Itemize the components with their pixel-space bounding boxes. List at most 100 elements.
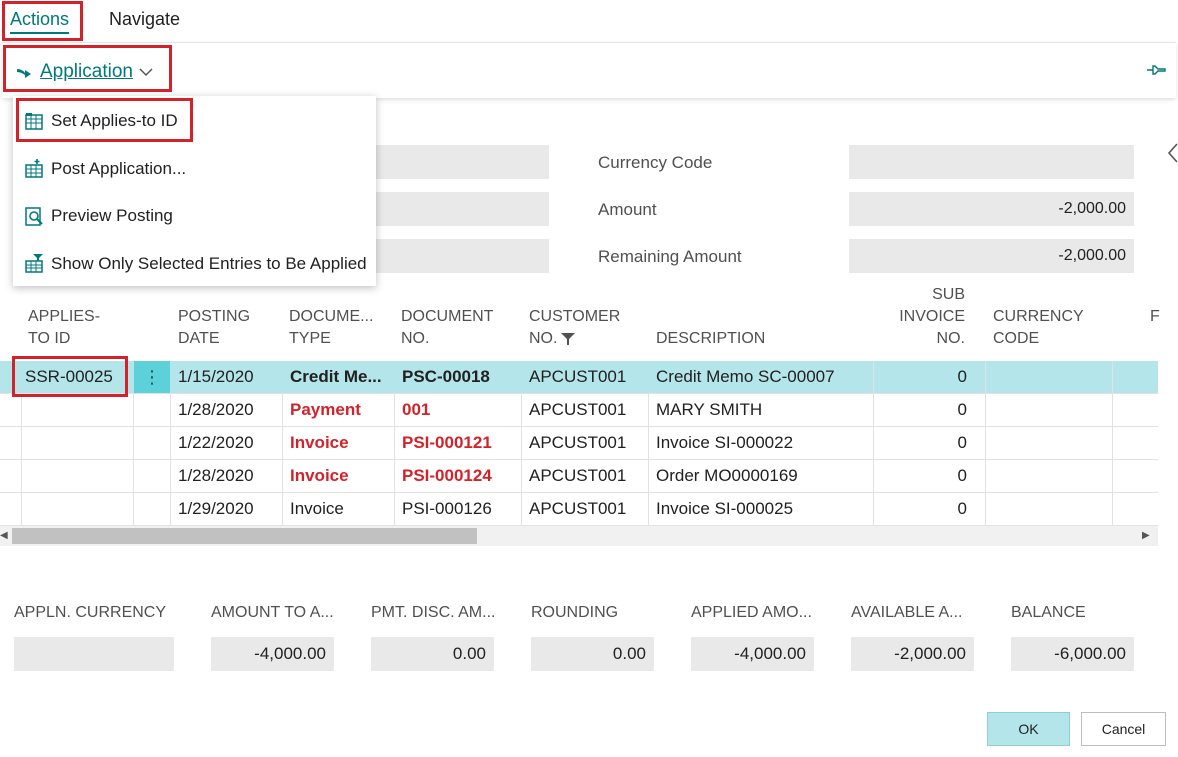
grid-line [521, 427, 522, 459]
grid-icon [25, 113, 43, 130]
grid-line [21, 427, 22, 459]
col-header-document-no[interactable]: DOCUMENT NO. [401, 306, 493, 350]
grid-line [985, 460, 986, 492]
cell-posting-date: 1/22/2020 [178, 433, 254, 452]
available-amount-field: -2,000.00 [851, 637, 974, 671]
menu-item-label: Show Only Selected Entries to Be Applied [51, 254, 367, 273]
table-row[interactable]: 1/28/2020 Payment 001 APCUST001 MARY SMI… [0, 394, 1158, 427]
more-vertical-icon[interactable]: ⋮ [134, 361, 170, 393]
col-header-next[interactable]: F [1150, 308, 1160, 325]
tab-active-underline [10, 32, 70, 34]
cell-description: Order MO0000169 [656, 466, 798, 485]
applied-amount-field: -4,000.00 [691, 637, 814, 671]
col-header-currency-code[interactable]: CURRENCY CODE [993, 306, 1084, 350]
grid-line [648, 394, 649, 426]
grid-line [282, 394, 283, 426]
pin-icon[interactable] [1146, 63, 1166, 77]
grid-line [133, 394, 134, 426]
cell-applies-to-id[interactable]: SSR-00025 [25, 367, 113, 386]
menu-item-preview-posting[interactable]: Preview Posting [23, 203, 173, 229]
grid-line [133, 493, 134, 525]
tab-actions[interactable]: Actions [10, 8, 70, 34]
table-row[interactable]: SSR-00025 ⋮ 1/15/2020 Credit Me... PSC-0… [0, 361, 1158, 394]
grid-line [282, 493, 283, 525]
filter-icon [561, 333, 576, 345]
menu-item-label: Post Application... [51, 159, 187, 178]
col-header-description[interactable]: DESCRIPTION [656, 328, 765, 350]
col-header-customer-no[interactable]: CUSTOMER NO. [529, 306, 620, 350]
cell-document-no[interactable]: PSI-000124 [402, 466, 492, 485]
remaining-amount-label: Remaining Amount [598, 247, 742, 266]
chevron-down-icon [139, 68, 153, 77]
table-row[interactable]: 1/29/2020 Invoice PSI-000126 APCUST001 I… [0, 493, 1158, 526]
amount-to-apply-field: -4,000.00 [211, 637, 334, 671]
rounding-label: ROUNDING [531, 604, 619, 621]
header-line: DOCUMENT [401, 308, 494, 325]
grid-line [873, 361, 874, 393]
appln-currency-label: APPLN. CURRENCY [14, 604, 167, 621]
cell-document-no[interactable]: 001 [402, 400, 431, 419]
cell-customer-no: APCUST001 [529, 367, 627, 386]
cell-document-no[interactable]: PSI-000126 [402, 499, 492, 518]
cell-description: Invoice SI-000022 [656, 433, 794, 452]
cell-sub-invoice-no: 0 [957, 466, 967, 485]
grid-line [985, 493, 986, 525]
cell-customer-no: APCUST001 [529, 466, 627, 485]
cell-sub-invoice-no: 0 [957, 367, 967, 386]
cell-document-type: Credit Me... [290, 367, 382, 386]
grid-line [1112, 427, 1113, 459]
scroll-right-icon[interactable]: ▶ [1142, 530, 1150, 541]
ok-button[interactable]: OK [987, 712, 1070, 746]
cell-posting-date: 1/29/2020 [178, 499, 254, 518]
remaining-amount-field: -2,000.00 [849, 239, 1134, 273]
left-field-1 [370, 145, 549, 179]
cell-document-no[interactable]: PSC-00018 [402, 367, 490, 386]
scroll-left-icon[interactable]: ◀ [0, 530, 8, 541]
header-line: NO. [936, 330, 965, 347]
table-row[interactable]: 1/22/2020 Invoice PSI-000121 APCUST001 I… [0, 427, 1158, 460]
menu-item-set-applies-to-id[interactable]: Set Applies-to ID [23, 108, 178, 134]
chevron-left-icon[interactable] [1167, 142, 1178, 164]
scrollbar-thumb[interactable] [12, 528, 477, 544]
cell-customer-no: APCUST001 [529, 499, 627, 518]
available-amount-label: AVAILABLE A... [851, 604, 963, 621]
cell-posting-date: 1/15/2020 [178, 367, 254, 386]
tab-navigate[interactable]: Navigate [109, 8, 180, 30]
appln-currency-field [14, 637, 174, 671]
tab-navigate-label: Navigate [109, 9, 181, 29]
table-row[interactable]: 1/28/2020 Invoice PSI-000124 APCUST001 O… [0, 460, 1158, 493]
left-field-3 [370, 239, 549, 273]
cell-document-type: Payment [290, 400, 361, 419]
preview-icon [25, 207, 43, 226]
grid-line [648, 493, 649, 525]
grid-line [21, 394, 22, 426]
cell-document-type: Invoice [290, 466, 349, 485]
header-line: POSTING [178, 308, 251, 325]
menu-item-show-only-selected[interactable]: Show Only Selected Entries to Be Applied [23, 251, 367, 277]
post-icon [25, 159, 43, 178]
amount-label: Amount [598, 200, 657, 219]
cell-customer-no: APCUST001 [529, 433, 627, 452]
col-header-posting-date[interactable]: POSTING DATE [178, 306, 250, 350]
cell-document-no[interactable]: PSI-000121 [402, 433, 492, 452]
cancel-button[interactable]: Cancel [1081, 712, 1166, 746]
pmt-disc-field: 0.00 [371, 637, 494, 671]
rounding-field: 0.00 [531, 637, 654, 671]
col-header-applies-to-id[interactable]: APPLIES- TO ID [28, 306, 100, 350]
application-menu-button[interactable]: Application [16, 60, 153, 84]
cell-posting-date: 1/28/2020 [178, 400, 254, 419]
col-header-document-type[interactable]: DOCUME... TYPE [289, 306, 373, 350]
grid-line [21, 493, 22, 525]
grid-line [282, 460, 283, 492]
header-line: NO. [401, 330, 430, 347]
header-line: TYPE [289, 330, 331, 347]
col-header-sub-invoice-no[interactable]: SUB INVOICE NO. [890, 284, 965, 350]
grid-line [521, 460, 522, 492]
grid-line [1112, 460, 1113, 492]
menu-item-post-application[interactable]: Post Application... [23, 156, 186, 182]
grid-line [648, 427, 649, 459]
cell-sub-invoice-no: 0 [957, 433, 967, 452]
header-line: CODE [993, 330, 1040, 347]
grid-line [170, 394, 171, 426]
grid-line [873, 460, 874, 492]
